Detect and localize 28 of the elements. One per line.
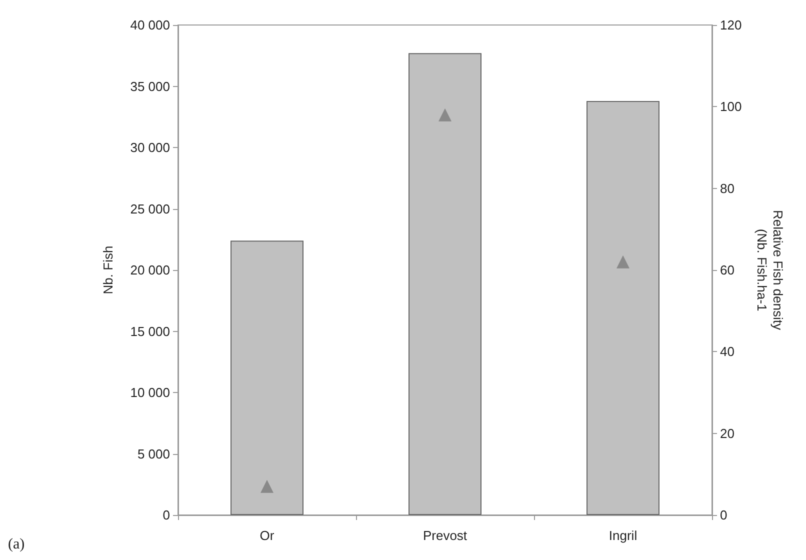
y2-tick-label: 80 (720, 180, 734, 196)
y2-tick-label: 120 (720, 18, 742, 32)
y-tick-label: 15 000 (130, 324, 170, 339)
y-tick-label: 25 000 (130, 201, 170, 216)
bar (408, 53, 482, 515)
y-tick-label: 20 000 (130, 262, 170, 278)
y-tick-label: 30 000 (130, 140, 170, 155)
point (616, 255, 630, 268)
bar (230, 240, 304, 515)
y2-axis-title: Relative Fish density (Nb. Fish.ha-1 (754, 210, 786, 330)
y2-tick-label: 40 (720, 344, 734, 360)
y-tick-label: 35 000 (130, 78, 170, 94)
text: (a) (8, 536, 25, 552)
y-axis-title: Nb. Fish (100, 246, 116, 294)
bar (586, 100, 660, 515)
y2-tick-label: 60 (720, 262, 734, 278)
y2-tick-label: 100 (720, 99, 742, 114)
y-tick-label: 0 (162, 508, 170, 522)
x-tick-label: Or (260, 528, 275, 543)
point (438, 108, 452, 122)
y2-tick-label: 20 (720, 426, 734, 441)
y-tick-label: 40 000 (130, 18, 170, 32)
point (260, 480, 274, 493)
y2-tick-label: 0 (720, 508, 728, 522)
x-tick-label: Ingril (608, 528, 638, 543)
y-tick-label: 10 000 (130, 385, 170, 400)
x-tick-label: Prevost (422, 528, 468, 543)
y-tick-label: 5 000 (137, 446, 170, 462)
